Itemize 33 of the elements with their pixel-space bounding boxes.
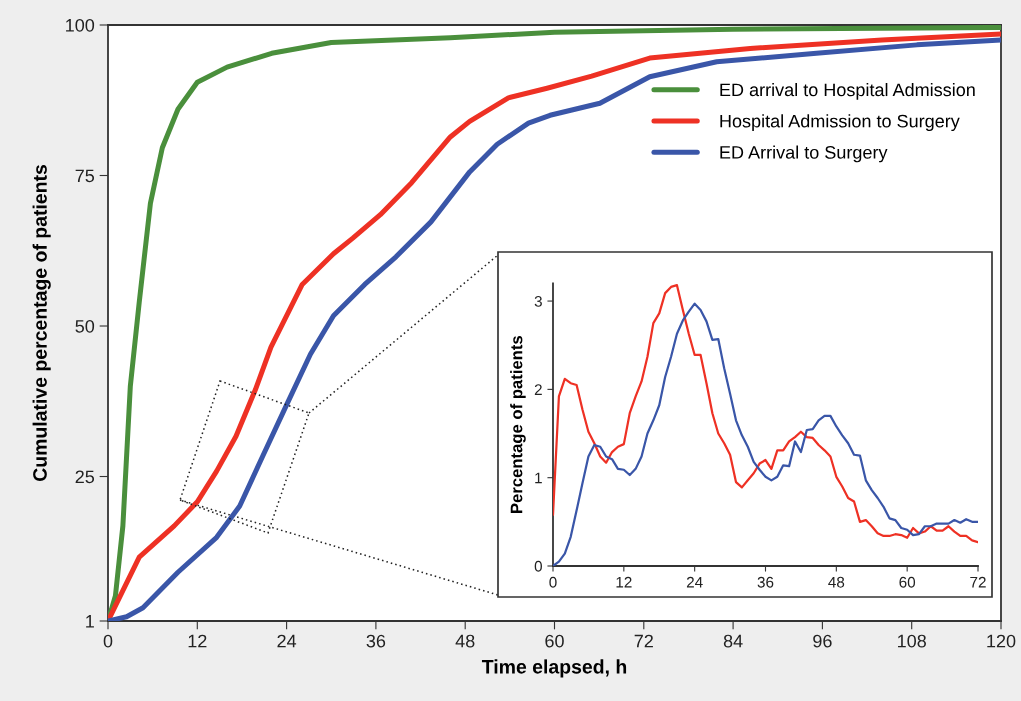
x-tick-label: 0 — [549, 576, 557, 588]
y-tick-label: 25 — [75, 470, 95, 484]
x-tick-label: 12 — [188, 634, 207, 648]
legend-label: Hospital Admission to Surgery — [720, 114, 960, 132]
x-tick-label: 24 — [277, 634, 297, 648]
x-tick-label: 84 — [723, 634, 743, 648]
x-tick-label: 12 — [616, 576, 632, 588]
legend-label: ED arrival to Hospital Admission — [720, 82, 975, 100]
y-tick-label: 75 — [75, 169, 95, 183]
y-axis-title: Cumulative percentage of patients — [32, 164, 51, 482]
y-tick-label: 2 — [534, 384, 542, 395]
x-axis-title: Time elapsed, h — [481, 659, 627, 678]
x-tick-label: 60 — [545, 634, 564, 648]
x-tick-label: 108 — [898, 634, 926, 648]
x-tick-label: 0 — [103, 634, 113, 648]
y-axis-title: Percentage of patients — [510, 336, 526, 513]
y-tick-label: 100 — [66, 18, 95, 32]
x-tick-label: 120 — [987, 634, 1016, 648]
x-tick-label: 72 — [970, 576, 986, 588]
x-tick-label: 96 — [813, 634, 832, 648]
y-tick-label: 3 — [534, 295, 542, 307]
x-tick-label: 36 — [366, 634, 386, 648]
legend-label: ED Arrival to Surgery — [720, 145, 888, 163]
y-tick-label: 50 — [75, 319, 95, 333]
x-tick-label: 36 — [757, 576, 774, 588]
x-tick-label: 48 — [455, 634, 475, 648]
x-tick-label: 48 — [828, 576, 845, 588]
y-tick-label: 0 — [534, 560, 542, 572]
x-tick-label: 24 — [686, 576, 703, 588]
x-tick-label: 60 — [899, 576, 916, 588]
y-tick-label: 1 — [86, 615, 94, 628]
x-tick-label: 72 — [634, 634, 653, 648]
y-tick-label: 1 — [535, 472, 542, 484]
